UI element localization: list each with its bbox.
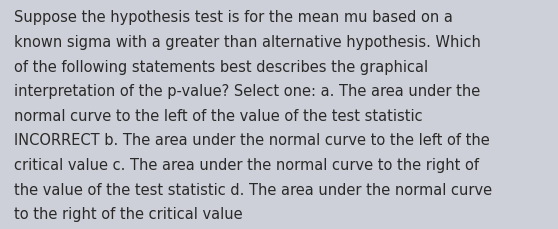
Text: known sigma with a greater than alternative hypothesis. Which: known sigma with a greater than alternat… [14, 35, 481, 50]
Text: of the following statements best describes the graphical: of the following statements best describ… [14, 59, 428, 74]
Text: interpretation of the p-value? Select one: a. The area under the: interpretation of the p-value? Select on… [14, 84, 480, 99]
Text: normal curve to the left of the value of the test statistic: normal curve to the left of the value of… [14, 108, 422, 123]
Text: INCORRECT b. The area under the normal curve to the left of the: INCORRECT b. The area under the normal c… [14, 133, 490, 148]
Text: Suppose the hypothesis test is for the mean mu based on a: Suppose the hypothesis test is for the m… [14, 10, 453, 25]
Text: critical value c. The area under the normal curve to the right of: critical value c. The area under the nor… [14, 157, 479, 172]
Text: the value of the test statistic d. The area under the normal curve: the value of the test statistic d. The a… [14, 182, 492, 197]
Text: to the right of the critical value: to the right of the critical value [14, 206, 243, 221]
